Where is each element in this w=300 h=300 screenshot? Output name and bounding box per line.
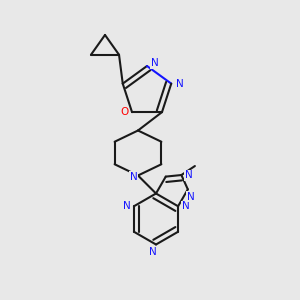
Text: N: N xyxy=(187,192,195,202)
Text: N: N xyxy=(176,79,184,88)
Text: N: N xyxy=(182,201,190,211)
Text: N: N xyxy=(130,172,137,182)
Text: N: N xyxy=(185,170,193,180)
Text: N: N xyxy=(122,201,130,211)
Text: O: O xyxy=(120,107,129,117)
Text: N: N xyxy=(149,247,157,257)
Text: N: N xyxy=(151,58,158,68)
